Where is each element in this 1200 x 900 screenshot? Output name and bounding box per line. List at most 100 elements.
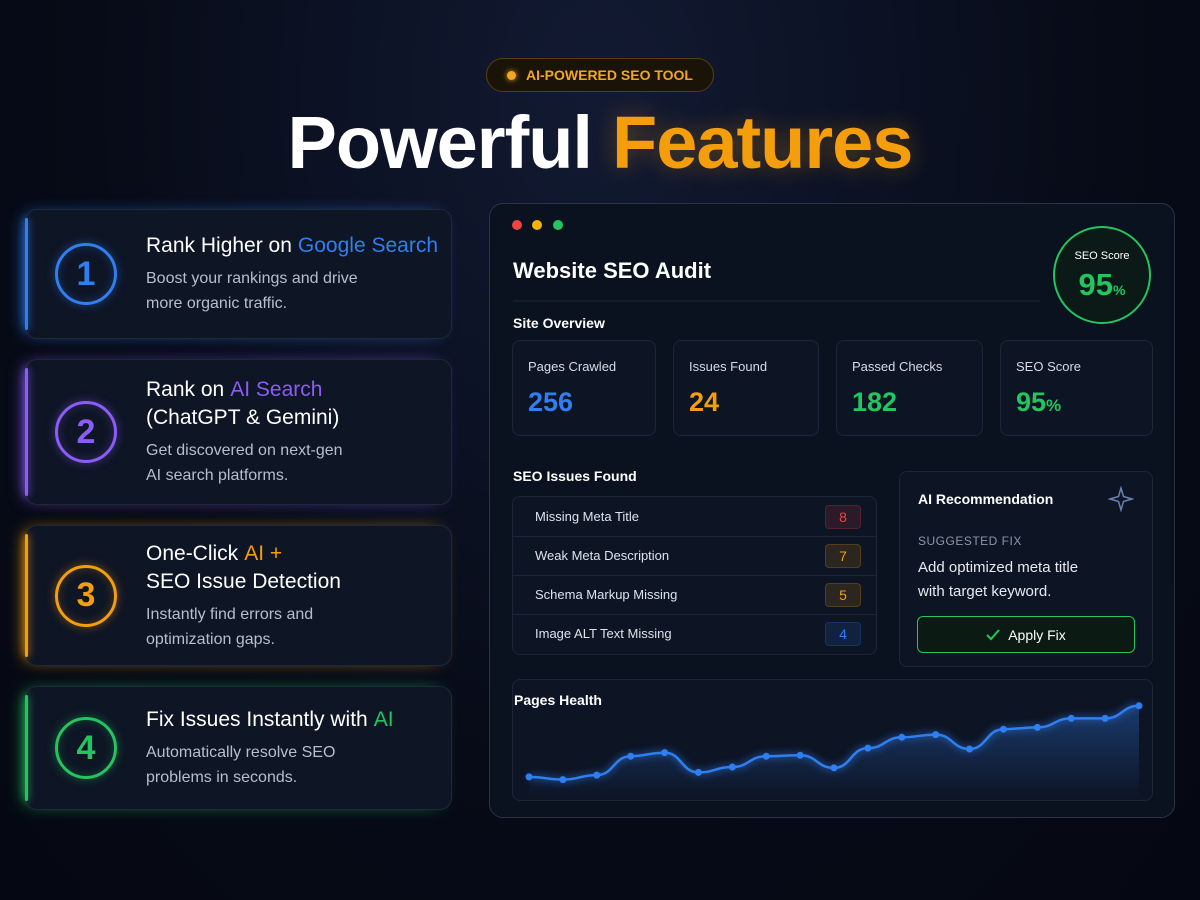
description-line: Automatically resolve SEO	[146, 744, 336, 761]
health-point	[627, 752, 635, 760]
overview-title: Site Overview	[513, 315, 605, 331]
button-label: Apply Fix	[1008, 626, 1066, 643]
issue-row: Weak Meta Description 7	[513, 536, 876, 576]
stat-label: SEO Score	[1016, 359, 1082, 374]
health-point	[559, 776, 567, 784]
issue-count: 4	[825, 621, 861, 646]
stat-card: SEO Score 95%	[1000, 340, 1153, 436]
feature-title-line: (ChatGPT & Gemini)	[146, 404, 343, 432]
description-line: Boost your rankings and drive	[146, 270, 358, 287]
rec-subtitle: SUGGESTED FIX	[918, 534, 1022, 548]
health-point	[694, 768, 702, 776]
feature-number: 1	[55, 243, 117, 305]
stat-value: 182	[852, 387, 897, 418]
health-point	[762, 752, 770, 760]
score: 95%	[1054, 267, 1150, 303]
description-line: Get discovered on next-gen	[146, 442, 343, 459]
feature-title-line: SEO Issue Detection	[146, 568, 341, 596]
score-label: SEO Score	[1074, 250, 1130, 262]
title-segment: SEO Issue Detection	[146, 569, 341, 593]
stat-number: 95	[1016, 387, 1047, 417]
issue-count: 8	[825, 504, 861, 529]
title-segment: Rank on	[146, 378, 225, 401]
health-area	[529, 705, 1139, 800]
description-line: Instantly find errors and	[146, 605, 314, 623]
health-point	[796, 751, 804, 759]
issue-label: Image ALT Text Missing	[535, 626, 672, 641]
health-point	[728, 763, 736, 771]
feature-title-line: One-Click AI +	[146, 540, 341, 568]
stat-label: Issues Found	[689, 359, 768, 374]
title-segment: One-Click	[146, 541, 239, 565]
issue-count: 7	[825, 543, 861, 568]
issue-label: Missing Meta Title	[535, 509, 640, 524]
feature-title-line: Fix Issues Instantly with AI	[146, 706, 394, 734]
stat-label: Passed Checks	[852, 359, 943, 374]
stat-unit: %	[1046, 396, 1062, 415]
issue-count: 5	[825, 582, 861, 607]
feature-text: One-Click AI + SEO Issue Detection Instantl…	[146, 526, 341, 665]
feature-description: Automatically resolve SEO problems in sec…	[146, 740, 394, 790]
badge: AI-POWERED SEO TOOL	[486, 58, 714, 92]
title-segment: Rank Higher on	[146, 234, 292, 257]
issue-label: Schema Markup Missing	[535, 587, 678, 602]
window-dot	[532, 220, 542, 230]
score-value: 95	[1078, 267, 1114, 302]
accent-bar	[25, 695, 28, 801]
feature-text: Fix Issues Instantly with AI Automatically…	[146, 687, 394, 809]
stat-value: 95%	[1016, 387, 1061, 418]
title-segment: AI	[373, 708, 394, 731]
feature-title-line: Rank on AI Search	[146, 376, 343, 404]
health-point	[593, 771, 601, 779]
health-point	[1067, 714, 1075, 722]
score-unit: %	[1113, 282, 1126, 298]
issue-row: Image ALT Text Missing 4	[513, 614, 876, 653]
feature-title-line: Rank Higher on Google Search	[146, 232, 438, 260]
health-point	[1033, 723, 1041, 731]
check-icon	[986, 628, 1000, 640]
feature-card: 3 One-Click AI + SEO Issue Detection Instant…	[25, 525, 452, 666]
health-point	[830, 764, 838, 772]
health-point	[898, 733, 906, 741]
recommendation: AI Recommendation SUGGESTED FIX Add opti…	[899, 471, 1153, 667]
issue-row: Missing Meta Title 8	[513, 497, 876, 537]
stat-number: 256	[528, 387, 574, 417]
stat-value: 24	[689, 387, 719, 418]
feature-card: 1 Rank Higher on Google Search Boost your r…	[25, 209, 452, 339]
headline-part: Powerful	[287, 101, 593, 184]
health-plot	[525, 702, 1143, 800]
health-point	[864, 744, 872, 752]
stat-number: 24	[689, 387, 720, 417]
health-point	[1135, 702, 1143, 710]
description-line: AI search platforms.	[146, 467, 289, 484]
stat-card: Pages Crawled 256	[512, 340, 656, 436]
dashboard: Website SEO Audit SEO Score 95% Site Ove…	[489, 203, 1175, 818]
health-point	[1101, 714, 1109, 722]
rec-text-line: with target keyword.	[918, 583, 1052, 600]
window-dot	[512, 220, 522, 230]
title-segment: Google Search	[297, 234, 439, 257]
accent-bar	[25, 368, 28, 496]
rec-text-line: Add optimized meta title	[918, 559, 1079, 576]
dashboard-decor	[512, 220, 1151, 324]
health-point	[661, 749, 669, 757]
badge-text: AI-POWERED SEO TOOL	[526, 67, 693, 83]
accent-bar	[25, 534, 28, 657]
description-line: problems in seconds.	[146, 769, 298, 786]
health-point	[999, 725, 1007, 733]
headline-part: Features	[612, 101, 913, 184]
feature-description: Get discovered on next-gen AI search plat…	[146, 438, 343, 488]
title-segment: Fix Issues Instantly with	[146, 708, 368, 731]
feature-text: Rank on AI Search (ChatGPT & Gemini) Get di…	[146, 360, 343, 504]
description-line: optimization gaps.	[146, 630, 275, 648]
headline: Powerful Features	[0, 100, 1200, 185]
apply-fix-button[interactable]: Apply Fix	[917, 616, 1135, 653]
issues-title: SEO Issues Found	[513, 468, 637, 484]
stat-label: Pages Crawled	[528, 359, 617, 374]
title-segment: (ChatGPT & Gemini)	[146, 406, 340, 429]
rec-text: Add optimized meta title with target keyw…	[918, 556, 1078, 604]
accent-bar	[25, 218, 28, 330]
feature-number: 2	[55, 401, 117, 463]
feature-description: Instantly find errors and optimization ga…	[146, 602, 341, 652]
